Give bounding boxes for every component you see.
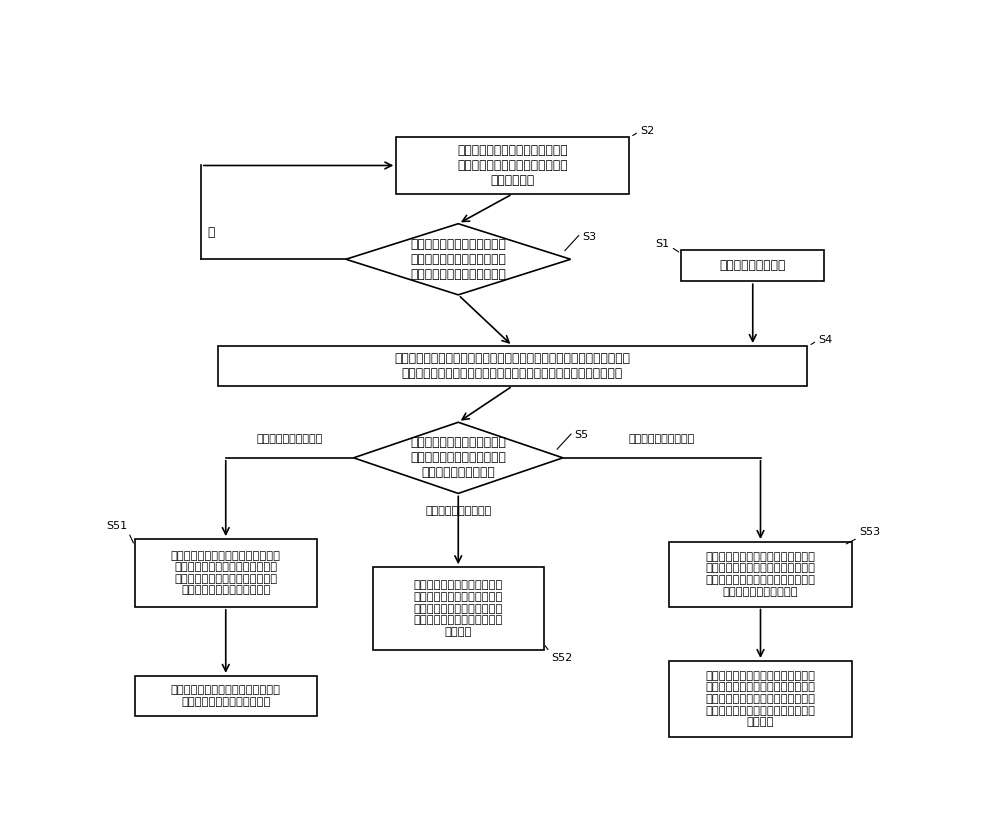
Text: S51: S51 xyxy=(106,522,127,531)
Text: 对图像样本进行等区块划分，
判断各区块内石料分布的相对
误差是否在预设的误差范围内: 对图像样本进行等区块划分， 判断各区块内石料分布的相对 误差是否在预设的误差范围… xyxy=(410,238,506,281)
Text: 电流平均值＞匀质电流: 电流平均值＞匀质电流 xyxy=(629,433,695,444)
Text: 若电流平均值小于或等于匀质电流，
且预设时段内搅拌电机的电流值均
在预设电流稳定值范围以内，则判
定混凝土搅拌达到匀质性要求: 若电流平均值小于或等于匀质电流， 且预设时段内搅拌电机的电流值均 在预设电流稳定… xyxy=(171,550,281,596)
Polygon shape xyxy=(346,223,571,295)
FancyBboxPatch shape xyxy=(135,676,317,716)
Text: 若各区块内石料分布的相对误差在预设的误差范围内，则连续采集预设时
段内搅拌电机的电流值，并计算该预设时段内搅拌电机的电流平均值: 若各区块内石料分布的相对误差在预设的误差范围内，则连续采集预设时 段内搅拌电机的… xyxy=(394,352,631,380)
FancyBboxPatch shape xyxy=(396,137,629,194)
Polygon shape xyxy=(354,423,563,493)
Text: 否: 否 xyxy=(207,226,215,239)
FancyBboxPatch shape xyxy=(681,250,824,281)
Text: 采集混凝土搅拌时的图像样本，通
过所述图像样本确定混凝土中石料
的图像特征点: 采集混凝土搅拌时的图像样本，通 过所述图像样本确定混凝土中石料 的图像特征点 xyxy=(457,144,568,187)
Text: S2: S2 xyxy=(640,126,655,136)
Text: 若电流平均值等于匀质电流，
且预设时段内搅拌电机的电流
值均在预设电流稳定值范围以
内，则判定混凝土搅拌达到匀
质性要求: 若电流平均值等于匀质电流， 且预设时段内搅拌电机的电流 值均在预设电流稳定值范围… xyxy=(414,580,503,637)
Text: 电流平均值＝匀质电流: 电流平均值＝匀质电流 xyxy=(425,507,491,517)
Text: S52: S52 xyxy=(551,654,572,663)
Text: S4: S4 xyxy=(819,334,833,344)
Text: 将所述电流平均值作为新的匀质电流
样本存入所述匀质电流样本库: 将所述电流平均值作为新的匀质电流 样本存入所述匀质电流样本库 xyxy=(171,685,281,706)
FancyBboxPatch shape xyxy=(135,539,317,607)
Text: 电流平均值＜匀质电流: 电流平均值＜匀质电流 xyxy=(257,433,323,444)
Text: 从匀质电流样本库中选取对应
的匀质电流，将电流平均值与
匀质电流进行对比分析: 从匀质电流样本库中选取对应 的匀质电流，将电流平均值与 匀质电流进行对比分析 xyxy=(410,436,506,480)
Text: 计算预设时段内采集的搅拌电机的电
流平均值，并将该电流平均值以及与
其相对应的混凝土配合比、强度等级
和方量作为新的样本存入所述匀质电
流样本库: 计算预设时段内采集的搅拌电机的电 流平均值，并将该电流平均值以及与 其相对应的混… xyxy=(706,671,816,727)
Text: 若电流平均值大于匀质电流，则持续
采集搅拌电机的电流值，直到在预设
时段内采集的搅拌电机的电流值均在
预设电流稳定值范围以内: 若电流平均值大于匀质电流，则持续 采集搅拌电机的电流值，直到在预设 时段内采集的… xyxy=(706,552,816,596)
FancyBboxPatch shape xyxy=(669,542,852,606)
FancyBboxPatch shape xyxy=(373,567,544,650)
FancyBboxPatch shape xyxy=(669,661,852,738)
Text: S53: S53 xyxy=(859,527,880,537)
Text: S3: S3 xyxy=(582,232,596,242)
Text: S5: S5 xyxy=(574,430,589,440)
Text: S1: S1 xyxy=(655,239,669,249)
FancyBboxPatch shape xyxy=(218,346,807,386)
Text: 建立匀质电流样本库: 建立匀质电流样本库 xyxy=(720,260,786,272)
